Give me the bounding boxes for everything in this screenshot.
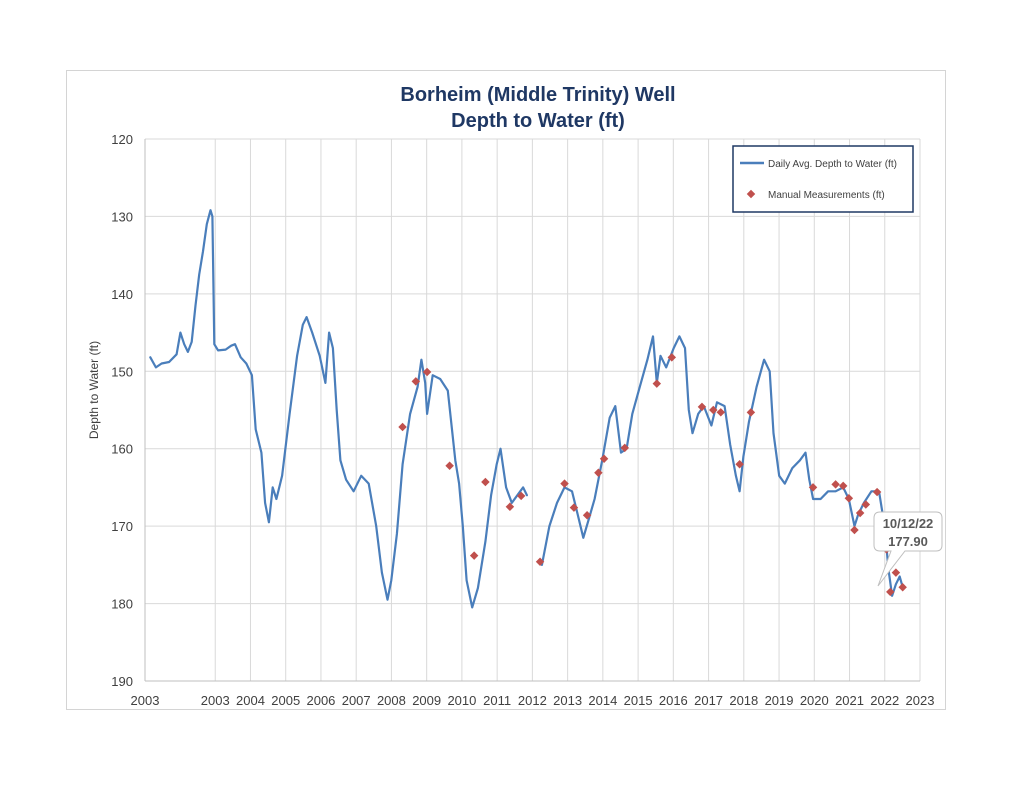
x-tick-label: 2019 xyxy=(765,693,794,708)
manual-measurement-marker xyxy=(898,583,907,592)
y-tick-label: 130 xyxy=(111,209,133,224)
x-tick-label: 2007 xyxy=(342,693,371,708)
data-callout: 10/12/22 177.90 xyxy=(873,511,943,587)
x-tick-label: 2003 xyxy=(131,693,160,708)
y-tick-label: 140 xyxy=(111,287,133,302)
manual-measurement-marker xyxy=(855,508,865,518)
manual-measurement-marker xyxy=(445,461,454,470)
manual-measurement-marker xyxy=(850,525,859,535)
x-tick-label: 2010 xyxy=(447,693,476,708)
x-tick-label: 2022 xyxy=(870,693,899,708)
manual-measurement-marker xyxy=(582,511,592,520)
manual-measurement-marker xyxy=(516,491,526,501)
series-layer xyxy=(149,209,904,609)
y-tick-label: 170 xyxy=(111,519,133,534)
legend: Daily Avg. Depth to Water (ft) Manual Me… xyxy=(732,145,914,213)
x-tick-label: 2003 xyxy=(201,693,230,708)
manual-measurement-marker xyxy=(652,379,662,388)
x-tick-label: 2018 xyxy=(729,693,758,708)
chart-title-line-2: Depth to Water (ft) xyxy=(451,110,625,132)
x-tick-label: 2015 xyxy=(624,693,653,708)
daily-avg-line-segment-2 xyxy=(540,335,904,597)
daily-avg-line-segment-1 xyxy=(149,209,528,609)
x-tick-label: 2013 xyxy=(553,693,582,708)
manual-measurement-marker xyxy=(735,459,744,469)
manual-measurement-marker xyxy=(709,405,718,415)
x-tick-label: 2020 xyxy=(800,693,829,708)
x-tick-label: 2017 xyxy=(694,693,723,708)
manual-measurement-marker xyxy=(667,353,677,362)
manual-measurement-marker xyxy=(599,454,609,463)
y-tick-label: 180 xyxy=(111,597,133,612)
manual-measurement-marker xyxy=(422,367,432,377)
manual-measurement-marker xyxy=(560,479,569,488)
x-tick-label: 2008 xyxy=(377,693,406,708)
manual-measurement-marker xyxy=(594,468,603,477)
manual-measurement-marker xyxy=(411,377,421,386)
gridlines xyxy=(145,138,921,682)
manual-measurement-marker xyxy=(398,422,407,432)
y-tick-label: 160 xyxy=(111,442,133,457)
y-tick-label: 150 xyxy=(111,364,133,379)
manual-measurement-marker xyxy=(886,587,895,597)
manual-measurement-marker xyxy=(716,408,726,417)
axes: 120 130 140 150 160 170 180 190 2003 2003 2004 2005… xyxy=(111,132,934,708)
manual-measurement-marker xyxy=(535,557,545,567)
manual-measurement-marker xyxy=(697,402,707,412)
x-tick-label: 2004 xyxy=(236,693,265,708)
marker-layer xyxy=(398,353,907,597)
manual-measurement-marker xyxy=(469,551,479,560)
legend-box xyxy=(732,145,914,213)
x-tick-label: 2014 xyxy=(588,693,617,708)
x-tick-label: 2005 xyxy=(271,693,300,708)
chart-title-line-1: Borheim (Middle Trinity) Well xyxy=(400,84,675,106)
manual-measurement-marker xyxy=(891,568,901,577)
y-axis-label: Depth to Water (ft) xyxy=(87,341,101,439)
manual-measurement-marker xyxy=(481,477,490,487)
manual-measurement-marker xyxy=(505,502,515,512)
manual-measurement-marker xyxy=(808,483,818,492)
y-tick-label: 190 xyxy=(111,674,133,689)
manual-measurement-marker xyxy=(746,408,756,417)
x-tick-label: 2009 xyxy=(412,693,441,708)
legend-label-manual: Manual Measurements (ft) xyxy=(768,190,885,201)
x-tick-label: 2012 xyxy=(518,693,547,708)
x-tick-label: 2023 xyxy=(906,693,935,708)
x-tick-label: 2006 xyxy=(306,693,335,708)
manual-measurement-marker xyxy=(861,500,871,509)
manual-measurement-marker xyxy=(620,443,629,453)
x-tick-label: 2011 xyxy=(483,693,511,708)
callout-date: 10/12/22 xyxy=(883,516,934,531)
x-tick-label: 2016 xyxy=(659,693,688,708)
callout-bubble xyxy=(873,511,943,587)
x-tick-label: 2021 xyxy=(835,693,864,708)
manual-measurement-marker xyxy=(844,494,854,503)
y-tick-label: 120 xyxy=(111,132,133,147)
callout-value: 177.90 xyxy=(888,534,928,549)
legend-label-daily-avg: Daily Avg. Depth to Water (ft) xyxy=(768,159,897,170)
manual-measurement-marker xyxy=(831,480,840,489)
